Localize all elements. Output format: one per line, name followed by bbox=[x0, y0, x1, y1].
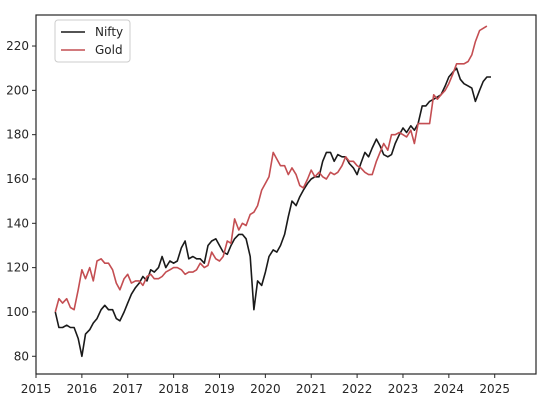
legend-box bbox=[54, 19, 131, 63]
x-tick-label: 2021 bbox=[296, 382, 327, 396]
x-tick-label: 2020 bbox=[250, 382, 281, 396]
y-tick-label: 160 bbox=[6, 172, 29, 186]
x-tick-label: 2022 bbox=[342, 382, 373, 396]
y-tick-label: 220 bbox=[6, 39, 29, 53]
x-tick-label: 2019 bbox=[204, 382, 235, 396]
x-tick-label: 2024 bbox=[434, 382, 465, 396]
axes-frame bbox=[35, 14, 537, 375]
y-axis: 80 100 120 140 160 180 200 220 bbox=[6, 39, 36, 363]
x-tick-label: 2023 bbox=[388, 382, 419, 396]
x-axis: 2015 2016 2017 2018 2019 2020 2021 2022 2023 2024… bbox=[21, 374, 510, 396]
y-tick-label: 100 bbox=[6, 305, 29, 319]
y-tick-label: 180 bbox=[6, 128, 29, 142]
y-tick-label: 140 bbox=[6, 216, 29, 230]
y-tick-label: 120 bbox=[6, 261, 29, 275]
plot-area bbox=[54, 25, 491, 358]
y-tick-label: 80 bbox=[14, 349, 29, 363]
legend: Nifty Gold bbox=[54, 19, 131, 63]
x-tick-label: 2017 bbox=[112, 382, 143, 396]
legend-label-gold: Gold bbox=[95, 43, 123, 57]
series-line-gold bbox=[54, 25, 488, 313]
x-tick-label: 2025 bbox=[479, 382, 510, 396]
legend-label-nifty: Nifty bbox=[95, 25, 123, 39]
x-tick-label: 2018 bbox=[158, 382, 189, 396]
x-tick-label: 2016 bbox=[67, 382, 98, 396]
x-tick-label: 2015 bbox=[21, 382, 52, 396]
y-tick-label: 200 bbox=[6, 83, 29, 97]
